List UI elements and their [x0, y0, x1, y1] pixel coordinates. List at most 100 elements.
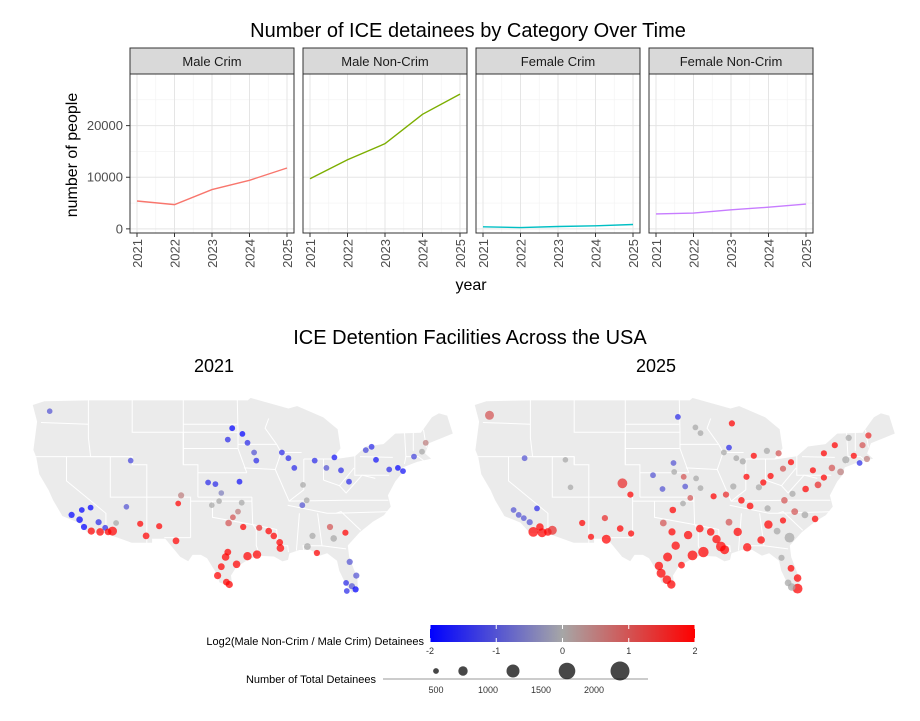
- x-tick-label: 2022: [687, 239, 702, 268]
- facility-point: [828, 464, 836, 472]
- facility-point: [205, 479, 212, 486]
- facility-point: [793, 574, 802, 582]
- size-legend-circle: [610, 661, 630, 681]
- facility-point: [667, 580, 676, 589]
- facility-point: [787, 459, 795, 466]
- facility-point: [778, 554, 785, 561]
- state-border: [295, 513, 300, 551]
- facility-point: [534, 505, 540, 512]
- x-tick-label: 2025: [453, 239, 468, 268]
- facility-point: [515, 512, 522, 518]
- maps-group: [31, 396, 897, 595]
- facility-point: [721, 449, 727, 456]
- us-outline: [473, 396, 897, 595]
- facility-point: [309, 532, 316, 540]
- facility-point: [850, 452, 857, 459]
- facility-point: [225, 519, 232, 527]
- facility-point: [579, 519, 586, 527]
- state-border: [731, 499, 831, 502]
- facility-point: [820, 450, 828, 457]
- color-legend-title: Log2(Male Non-Crim / Male Crim) Detainee…: [206, 636, 424, 648]
- x-tick-label: 2023: [724, 239, 739, 268]
- size-tick-label: 2000: [584, 685, 604, 695]
- facility-point: [276, 544, 285, 552]
- facility-point: [659, 519, 667, 527]
- facility-point: [802, 485, 809, 493]
- facility-point: [656, 568, 666, 578]
- facility-point: [373, 456, 379, 463]
- facility-point: [224, 436, 231, 443]
- facility-point: [787, 564, 795, 572]
- facility-point: [764, 505, 771, 512]
- state-border: [302, 513, 323, 552]
- facility-point: [775, 450, 782, 457]
- state-border: [796, 455, 832, 476]
- facility-point: [763, 447, 771, 454]
- facility-point: [244, 439, 251, 446]
- state-border: [763, 545, 789, 550]
- facility-point: [675, 414, 681, 420]
- x-axis-label: year: [455, 277, 487, 294]
- facility-point: [303, 497, 310, 504]
- y-tick-label: 0: [116, 221, 123, 236]
- facility-point: [779, 517, 787, 524]
- facility-point: [720, 545, 730, 555]
- facility-point: [178, 492, 185, 499]
- facility-point: [175, 500, 182, 507]
- x-tick-label: 2021: [649, 239, 664, 268]
- facility-point: [343, 588, 350, 594]
- facility-point: [251, 449, 257, 456]
- facility-point: [669, 506, 677, 514]
- facility-point: [663, 552, 673, 562]
- facility-point: [697, 430, 704, 436]
- x-tick-label: 2025: [626, 239, 641, 268]
- facility-point: [485, 410, 494, 420]
- facility-point: [230, 514, 236, 521]
- facility-point: [123, 504, 130, 510]
- facility-point: [209, 502, 215, 509]
- x-tick-label: 2022: [341, 239, 356, 268]
- facility-point: [739, 458, 746, 465]
- state-border: [482, 422, 531, 425]
- map-panel-title-2021: 2021: [194, 356, 234, 376]
- facility-point: [743, 543, 752, 552]
- facility-point: [279, 449, 285, 456]
- facility-point: [746, 502, 754, 510]
- facility-point: [773, 527, 781, 535]
- facet-strip: [129, 47, 295, 75]
- facility-point: [725, 518, 733, 526]
- facility-point: [733, 527, 742, 537]
- facility-point: [87, 527, 95, 535]
- color-legend-ticks: -2 -1 0 1 2: [426, 625, 698, 656]
- facility-point: [547, 525, 557, 535]
- facet-strip: [648, 47, 814, 75]
- facet-panel: Female Non-Crim 2021 2022 2023 2024 2025: [648, 47, 814, 268]
- series-line: [655, 203, 807, 215]
- facility-point: [243, 552, 252, 561]
- facet-strip-label: Female Non-Crim: [680, 54, 783, 69]
- size-legend-circle: [506, 664, 520, 678]
- facility-point: [791, 508, 799, 515]
- facility-point: [627, 491, 634, 498]
- facility-point: [256, 524, 263, 531]
- facility-point: [820, 474, 828, 481]
- facility-point: [755, 484, 763, 491]
- state-border: [236, 399, 248, 473]
- facility-point: [352, 586, 359, 593]
- state-border: [321, 545, 347, 550]
- state-border: [40, 422, 89, 425]
- facility-point: [331, 454, 338, 461]
- facility-point: [601, 534, 611, 544]
- size-legend-title: Number of Total Detainees: [246, 674, 377, 686]
- color-legend-bar: [430, 625, 695, 642]
- series-line: [136, 167, 288, 206]
- size-tick-label: 1000: [478, 685, 498, 695]
- facility-point: [650, 472, 656, 479]
- facility-point: [95, 519, 102, 526]
- facility-point: [671, 469, 678, 475]
- state-border: [706, 418, 720, 445]
- state-border: [66, 456, 107, 532]
- facility-point: [520, 515, 527, 521]
- state-border: [335, 511, 362, 531]
- x-tick-label: 2022: [168, 239, 183, 268]
